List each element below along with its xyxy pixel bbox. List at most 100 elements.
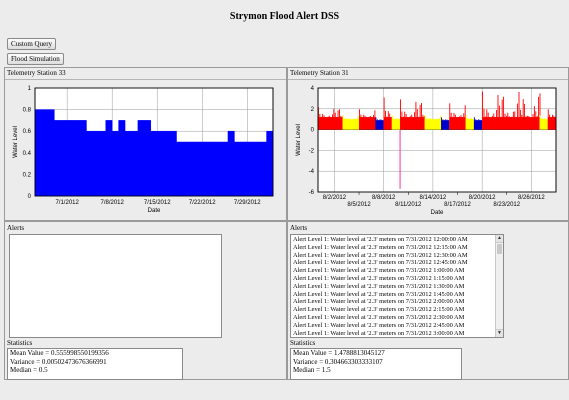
segment-bar bbox=[507, 112, 509, 130]
alert-item[interactable]: Alert Level 1: Water level at '2.3' mete… bbox=[293, 313, 465, 321]
alert-item[interactable]: Alert Level 1: Water level at '2.3' mete… bbox=[293, 282, 465, 290]
segment-bar bbox=[501, 99, 503, 130]
alert-item[interactable]: Alert Level 1: Water level at '2.3' mete… bbox=[293, 329, 465, 337]
y-tick-label: 0 bbox=[28, 194, 32, 200]
alert-item[interactable]: Alert Level 1: Water level at '2.3' mete… bbox=[293, 236, 468, 243]
alert-item[interactable]: Alert Level 1: Water level at '2.3' mete… bbox=[293, 321, 465, 329]
segment-bar bbox=[349, 119, 351, 130]
water-level-segment-medium bbox=[391, 115, 401, 130]
y-tick-label: 4 bbox=[311, 86, 315, 92]
segment-bar bbox=[522, 99, 524, 130]
segment-bar bbox=[511, 116, 513, 130]
scroll-up-icon[interactable]: ▲ bbox=[496, 235, 503, 243]
y-tick-label: 0.8 bbox=[23, 108, 32, 114]
segment-bar bbox=[341, 116, 343, 130]
segment-bar bbox=[542, 119, 544, 130]
segment-base bbox=[424, 119, 442, 130]
y-tick-label: -2 bbox=[309, 148, 315, 154]
y-tick-label: -4 bbox=[309, 169, 315, 175]
alerts-scrollbar[interactable]: ▲ ▼ bbox=[495, 235, 503, 337]
segment-bar bbox=[460, 115, 462, 130]
segment-bar bbox=[379, 119, 381, 130]
segment-bar bbox=[433, 119, 434, 130]
alert-item[interactable]: Alert Level 1: Water level at '2.3' mete… bbox=[293, 267, 465, 275]
segment-bar bbox=[490, 117, 492, 130]
stat-variance: Variance = 0.00502473676366991 bbox=[10, 357, 107, 366]
segment-bar bbox=[419, 105, 421, 130]
segment-bar bbox=[407, 116, 408, 130]
segment-bar bbox=[514, 111, 516, 130]
segment-bar bbox=[517, 103, 519, 130]
segment-bar bbox=[549, 114, 551, 130]
custom-query-button[interactable]: Custom Query bbox=[7, 38, 57, 50]
segment-bar bbox=[376, 119, 378, 130]
station-31-alerts-panel: Alerts Alert Level 1: Water level at '2.… bbox=[287, 221, 569, 380]
statistics-label: Statistics bbox=[290, 339, 316, 347]
statistics-label: Statistics bbox=[7, 339, 33, 347]
x-tick-label: 8/26/2012 bbox=[518, 195, 545, 201]
water-level-segment-high bbox=[482, 91, 541, 130]
segment-bar bbox=[496, 110, 498, 130]
segment-base bbox=[375, 120, 384, 130]
segment-bar bbox=[521, 114, 523, 130]
segment-bar bbox=[336, 116, 338, 130]
alert-item[interactable]: Alert Level 1: Water level at '2.3' mete… bbox=[293, 274, 465, 282]
segment-base bbox=[539, 119, 548, 130]
segment-bar bbox=[332, 114, 333, 130]
alert-item[interactable]: Alert Level 1: Water level at '2.3' mete… bbox=[293, 251, 468, 259]
alerts-listbox[interactable] bbox=[9, 234, 222, 338]
segment-base bbox=[359, 117, 376, 130]
alert-item[interactable]: Alert Level 1: Water level at '2.3' mete… bbox=[293, 243, 468, 251]
segment-bar bbox=[427, 119, 429, 130]
y-tick-label: 0.6 bbox=[23, 129, 32, 135]
segment-bar bbox=[389, 113, 391, 130]
segment-bar bbox=[334, 112, 336, 130]
segment-base bbox=[391, 119, 401, 130]
segment-bar bbox=[396, 117, 397, 130]
alert-item[interactable]: Alert Level 1: Water level at '2.3' mete… bbox=[293, 306, 465, 314]
scroll-thumb[interactable] bbox=[497, 244, 502, 254]
water-level-segment-low bbox=[441, 117, 450, 130]
water-level-segment-medium bbox=[465, 115, 474, 130]
segment-bar bbox=[344, 117, 345, 130]
segment-bar bbox=[553, 115, 555, 130]
flood-simulation-button[interactable]: Flood Simulation bbox=[7, 53, 64, 65]
segment-base bbox=[342, 119, 360, 130]
segment-bar bbox=[545, 118, 547, 130]
segment-bar bbox=[443, 120, 445, 130]
segment-bar bbox=[346, 117, 348, 130]
alerts-listbox[interactable]: Alert Level 1: Water level at '2.3' mete… bbox=[290, 234, 504, 338]
segment-bar bbox=[368, 116, 370, 130]
segment-bar bbox=[532, 114, 534, 130]
segment-bar bbox=[378, 120, 380, 130]
segment-bar bbox=[482, 91, 484, 130]
segment-bar bbox=[533, 106, 535, 130]
segment-bar bbox=[503, 96, 505, 130]
segment-bar bbox=[404, 111, 406, 130]
segment-bar bbox=[319, 113, 321, 130]
segment-bar bbox=[352, 119, 354, 130]
segment-bar bbox=[393, 117, 395, 130]
alert-item[interactable]: Alert Level 1: Water level at '2.3' mete… bbox=[293, 290, 465, 298]
segment-bar bbox=[479, 119, 481, 130]
segment-bar bbox=[494, 116, 496, 130]
water-level-segment-medium bbox=[424, 115, 442, 130]
x-tick-label: 8/14/2012 bbox=[420, 195, 447, 201]
scroll-down-icon[interactable]: ▼ bbox=[496, 329, 503, 337]
segment-bar bbox=[554, 117, 556, 130]
water-level-area bbox=[34, 109, 274, 197]
segment-bar bbox=[390, 116, 392, 130]
segment-bar bbox=[423, 116, 425, 130]
alert-item[interactable]: Alert Level 1: Water level at '2.3' mete… bbox=[293, 298, 465, 306]
plot-border bbox=[317, 87, 557, 193]
segment-bar bbox=[518, 92, 520, 130]
station-33-water-level-chart: 0 0.2 0.4 0.6 0.8 1 7/1/2012 7/8/2012 7/15/2012 7… bbox=[13, 86, 274, 214]
segment-bar bbox=[381, 119, 382, 130]
segment-bar bbox=[461, 117, 463, 130]
segment-bar bbox=[551, 114, 553, 130]
stat-median: Median = 1.5 bbox=[293, 366, 331, 374]
alert-item[interactable]: Alert Level 1: Water level at '2.3' mete… bbox=[293, 259, 468, 267]
segment-bar bbox=[416, 109, 418, 130]
x-tick-label: 7/15/2012 bbox=[144, 200, 171, 206]
segment-bar bbox=[480, 120, 482, 130]
